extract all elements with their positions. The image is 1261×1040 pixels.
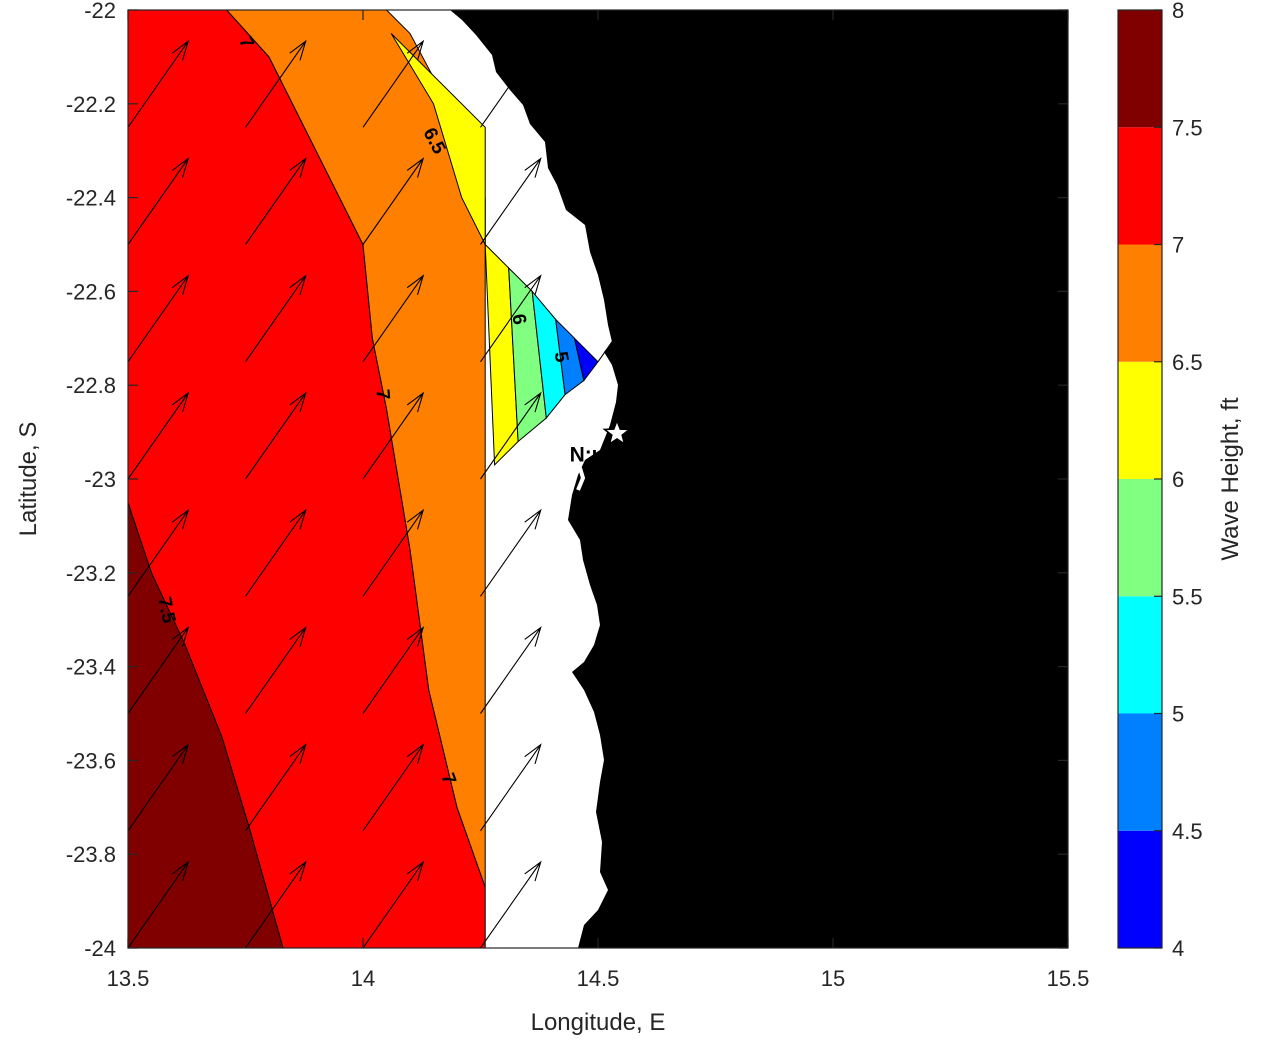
colorbar-label: Wave Height, ft bbox=[1217, 397, 1244, 561]
wind-arrow bbox=[245, 391, 307, 480]
wind-arrow bbox=[362, 274, 425, 363]
colorbar: 4 4.5 5 5.5 6 6.5 7 7.5 8 bbox=[1117, 0, 1203, 961]
colorbar-segment bbox=[1118, 596, 1162, 714]
river-mouth bbox=[576, 467, 586, 491]
x-tick-label: 15.5 bbox=[1047, 966, 1090, 991]
y-tick-label: -22.8 bbox=[66, 373, 116, 398]
place-annotations: N:ul bbox=[570, 418, 632, 467]
wind-arrow bbox=[362, 157, 425, 245]
land-polygon bbox=[450, 10, 1068, 948]
wind-arrow bbox=[480, 157, 542, 245]
wind-arrow bbox=[128, 391, 190, 480]
land-mask bbox=[450, 10, 1068, 948]
y-tick-label: -23.8 bbox=[66, 842, 116, 867]
colorbar-tick-label: 5 bbox=[1172, 702, 1184, 727]
wind-arrow bbox=[480, 274, 542, 363]
x-tick-label: 14.5 bbox=[577, 966, 620, 991]
colorbar-tick-label: 4.5 bbox=[1172, 819, 1203, 844]
wind-arrow bbox=[480, 860, 542, 948]
colorbar-segment bbox=[1118, 713, 1162, 831]
y-tick-label: -22.4 bbox=[66, 186, 116, 211]
colorbar-segment bbox=[1118, 10, 1162, 128]
wind-arrow bbox=[128, 743, 190, 832]
x-tick-label: 15 bbox=[821, 966, 845, 991]
wind-arrow bbox=[128, 626, 190, 714]
wind-arrow bbox=[245, 274, 307, 363]
wind-arrow bbox=[362, 743, 425, 832]
contour-region-3 bbox=[390, 33, 486, 245]
colorbar-segment bbox=[1118, 479, 1162, 597]
wind-arrow bbox=[245, 39, 307, 128]
wind-arrow bbox=[480, 39, 542, 128]
contour-label-2: 7 bbox=[371, 388, 393, 400]
wind-arrow bbox=[362, 39, 425, 128]
wind-arrow bbox=[128, 508, 190, 597]
colorbar-segment bbox=[1118, 361, 1162, 479]
colorbar-tick-label: 7.5 bbox=[1172, 115, 1203, 140]
wind-arrow bbox=[128, 39, 190, 128]
colorbar-tick-label: 6 bbox=[1172, 467, 1184, 492]
colorbar-segment bbox=[1118, 830, 1162, 948]
y-tick-label: -22.2 bbox=[66, 92, 116, 117]
y-tick-label: -23 bbox=[84, 467, 116, 492]
y-tick-label: -24 bbox=[84, 936, 116, 961]
wind-arrow bbox=[245, 860, 307, 948]
wind-arrow bbox=[480, 626, 542, 714]
colorbar-tick-label: 4 bbox=[1172, 936, 1184, 961]
wind-arrow bbox=[480, 743, 542, 832]
y-tick-label: -22 bbox=[84, 0, 116, 23]
y-tick-label: -23.4 bbox=[66, 655, 116, 680]
wind-arrow bbox=[480, 391, 542, 480]
colorbar-segment bbox=[1118, 127, 1162, 245]
colorbar-segment bbox=[1118, 244, 1162, 362]
contour-label-3: 6 bbox=[507, 312, 530, 326]
colorbar-tick-label: 5.5 bbox=[1172, 584, 1203, 609]
x-axis-ticks: 13.5 14 14.5 15 15.5 bbox=[107, 10, 1090, 991]
wind-arrow bbox=[362, 508, 425, 597]
wind-arrow bbox=[480, 508, 542, 597]
y-tick-label: -23.6 bbox=[66, 748, 116, 773]
contour-region-8 bbox=[573, 336, 599, 382]
wind-arrow bbox=[245, 157, 307, 245]
y-tick-label: -23.2 bbox=[66, 561, 116, 586]
wind-arrow bbox=[597, 39, 660, 128]
wind-arrow bbox=[128, 860, 190, 948]
y-axis-label: Latitude, S bbox=[15, 422, 42, 537]
colorbar-tick-label: 6.5 bbox=[1172, 350, 1203, 375]
colorbar-tick-label: 8 bbox=[1172, 0, 1184, 23]
wind-arrow bbox=[128, 157, 190, 245]
wind-arrow bbox=[362, 860, 425, 948]
wind-vectors bbox=[128, 39, 660, 948]
y-axis-ticks: -22 -22.2 -22.4 -22.6 -22.8 -23 -23.2 -23.4 -23.… bbox=[66, 0, 1068, 961]
wind-arrow bbox=[597, 274, 660, 363]
wind-arrow bbox=[597, 157, 660, 245]
colorbar-tick-label: 7 bbox=[1172, 233, 1184, 258]
wind-arrow bbox=[128, 274, 190, 363]
star-icon bbox=[602, 418, 632, 446]
wind-arrow bbox=[245, 626, 307, 714]
wind-arrow bbox=[362, 626, 425, 714]
x-tick-label: 13.5 bbox=[107, 966, 150, 991]
x-tick-label: 14 bbox=[351, 966, 375, 991]
x-axis-label: Longitude, E bbox=[531, 1009, 666, 1036]
contour-label-4: 5 bbox=[550, 350, 573, 364]
place-label: N:ul bbox=[570, 444, 611, 467]
wind-arrow bbox=[245, 743, 307, 832]
wind-arrow bbox=[362, 391, 425, 480]
y-tick-label: -22.6 bbox=[66, 279, 116, 304]
wind-arrow bbox=[245, 508, 307, 597]
